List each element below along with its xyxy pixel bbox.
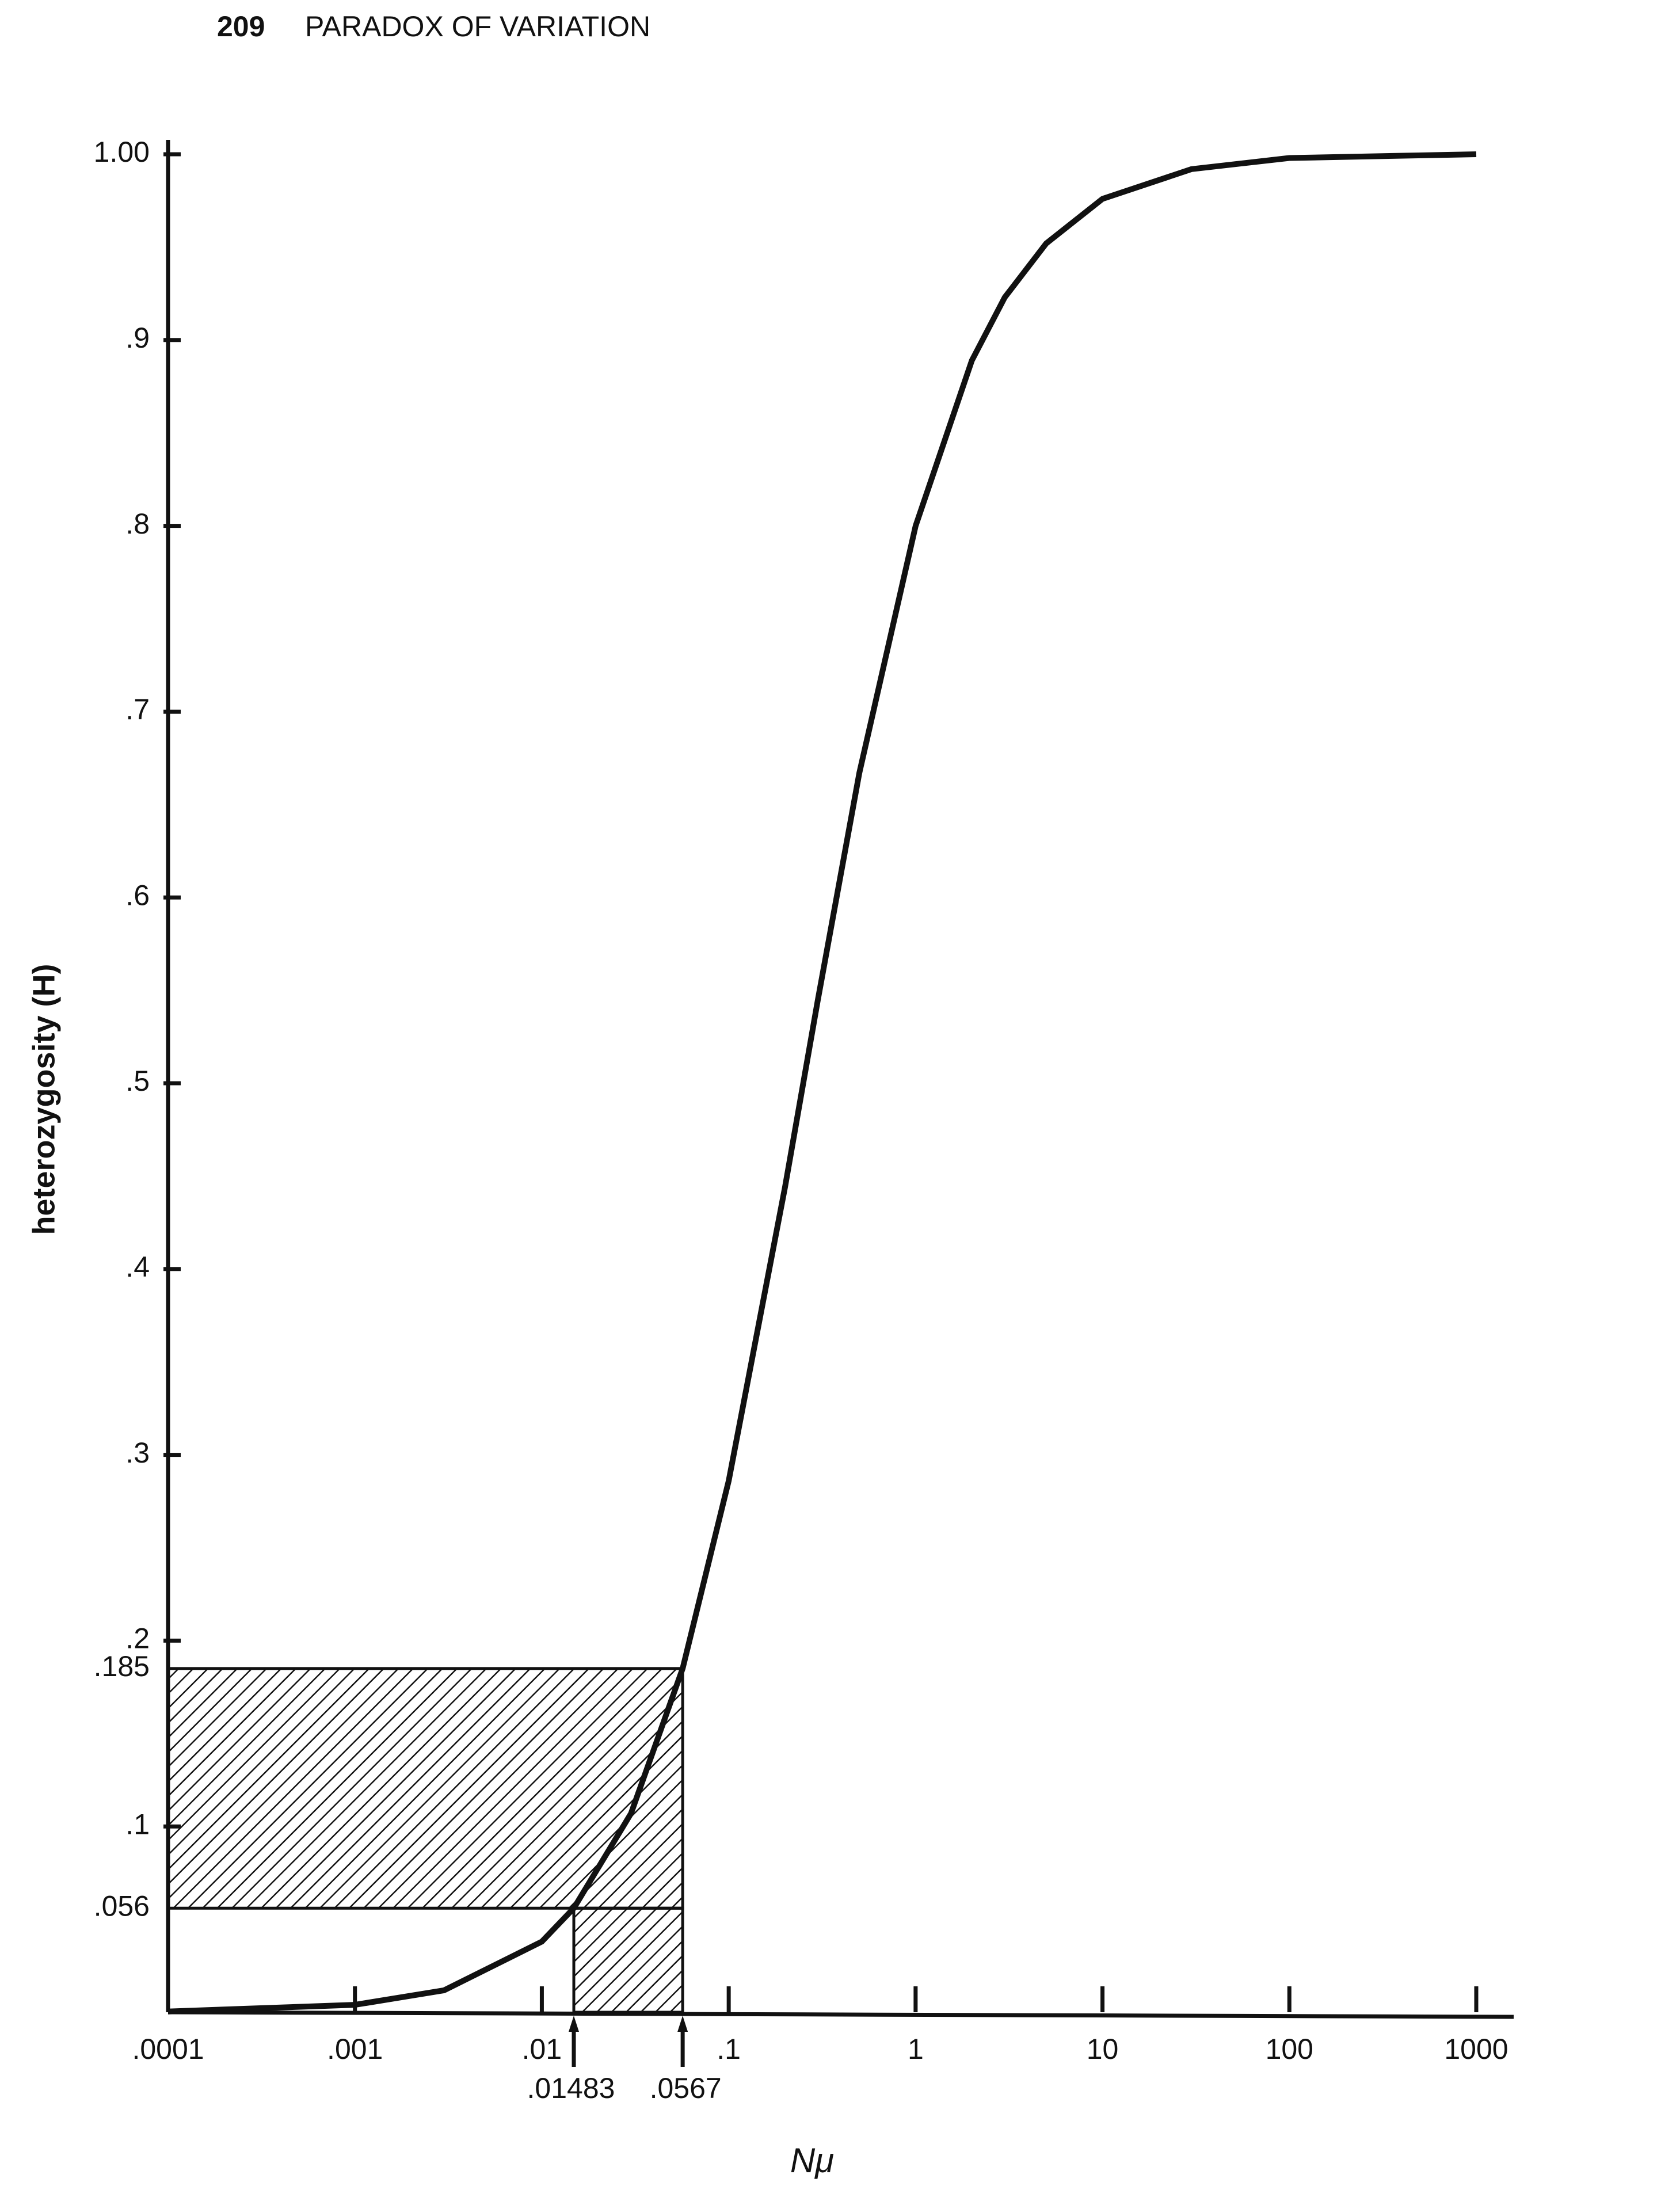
x-tick-label: 1000	[1444, 2033, 1508, 2065]
highlight-x-label: .0567	[650, 2072, 722, 2104]
highlight-x-label: .01483	[527, 2072, 615, 2104]
x-axis-label: Nμ	[790, 2141, 834, 2180]
x-axis	[167, 2010, 1514, 2019]
y-tick-label: .8	[125, 508, 150, 540]
arrow-head	[677, 2016, 688, 2032]
curve	[167, 151, 1477, 2015]
x-tick-label: 100	[1266, 2033, 1313, 2065]
y-tick-label: .3	[125, 1437, 150, 1469]
x-tick-label: 10	[1087, 2033, 1119, 2065]
x-tick-label: .0001	[132, 2033, 204, 2065]
arrow-head	[569, 2016, 580, 2032]
hatched-band-v	[572, 1906, 684, 2014]
y-tick-label: .6	[125, 879, 150, 911]
y-tick-label: .9	[125, 322, 150, 354]
page-number: 209	[217, 10, 265, 43]
y-tick-label: .4	[125, 1251, 150, 1283]
x-tick-label: .001	[327, 2033, 383, 2065]
x-tick-label: 1	[908, 2033, 924, 2065]
x-tick-label: .01	[522, 2033, 562, 2065]
y-tick-label: .5	[125, 1065, 150, 1097]
x-tick-label: .1	[717, 2033, 741, 2065]
y-tick-label: 1.00	[94, 136, 150, 168]
running-head: PARADOX OF VARIATION	[305, 10, 650, 43]
highlight-y-label: .056	[94, 1890, 150, 1922]
hatched-band-h	[166, 1667, 684, 1910]
y-axis-label: heterozygosity (H)	[26, 964, 61, 1235]
y-tick-label: .1	[125, 1808, 150, 1840]
highlight-y-label: .185	[94, 1650, 150, 1682]
y-tick-label: .7	[125, 694, 150, 726]
y-tick-label: .2	[125, 1623, 150, 1655]
